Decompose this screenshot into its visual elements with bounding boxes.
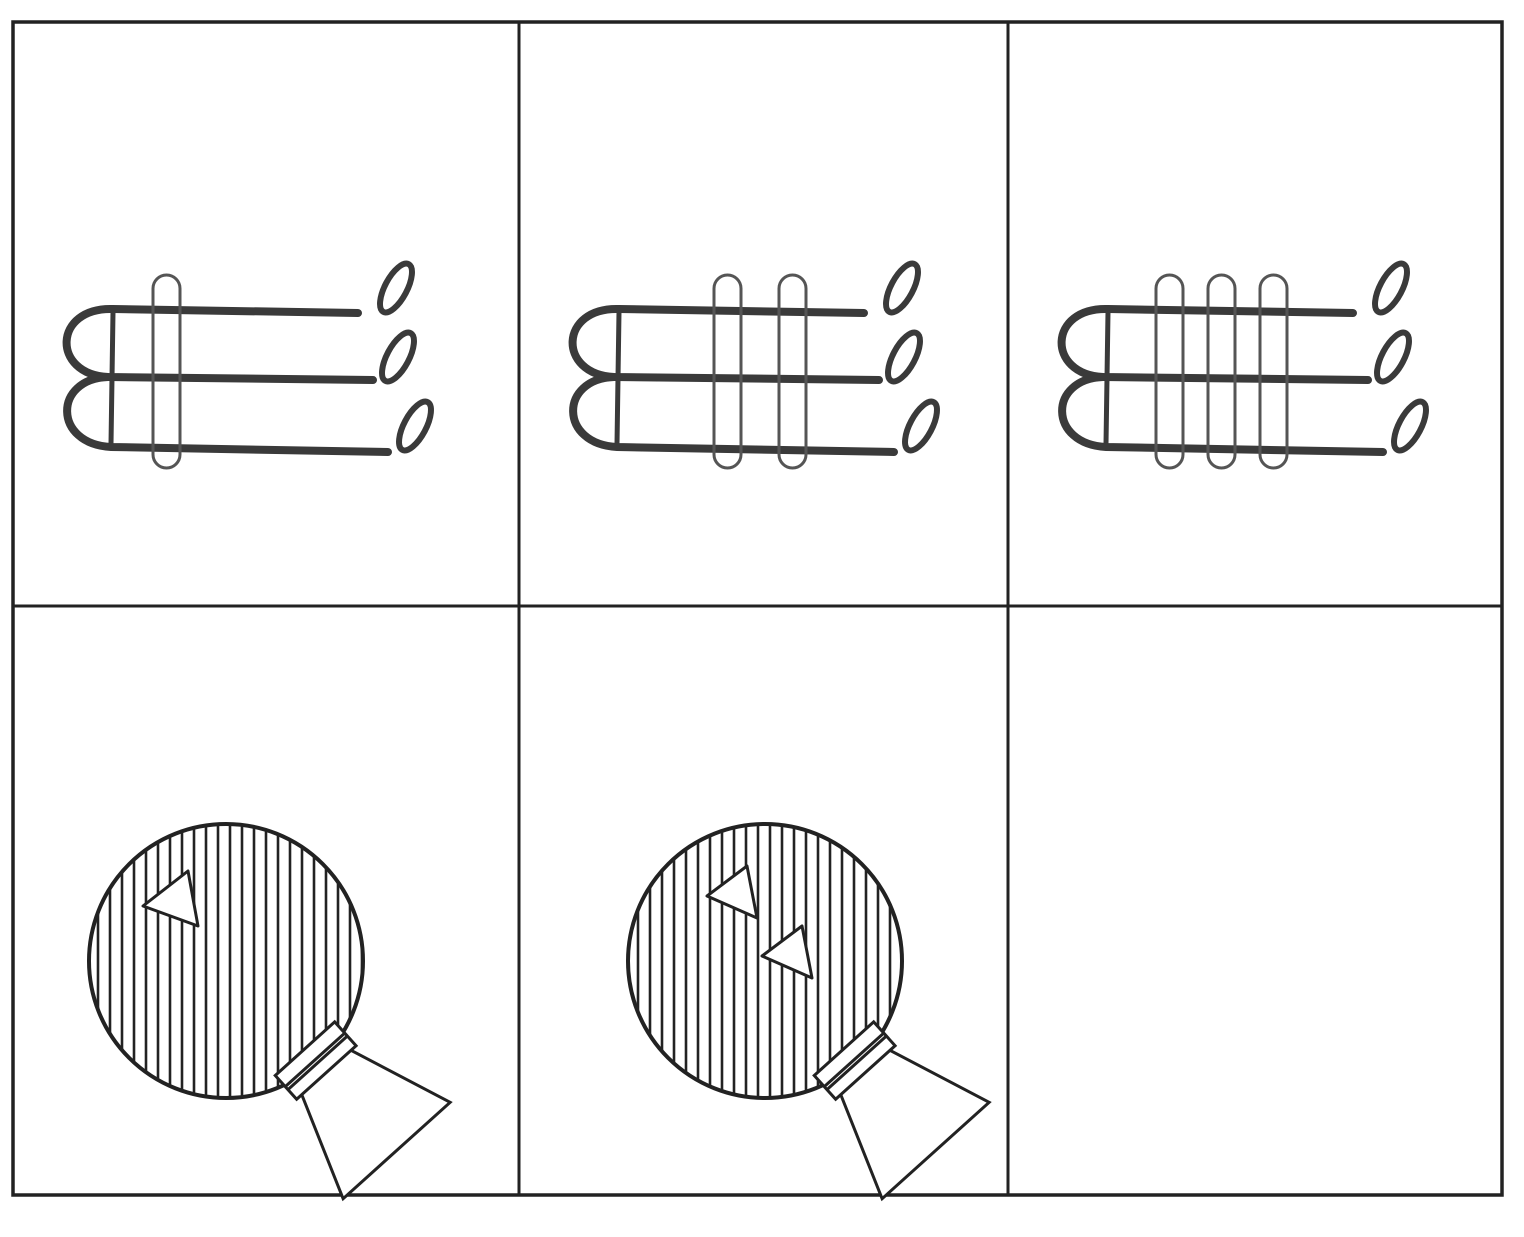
neck-band-line-1 (284, 1031, 346, 1088)
hairpin-lower-loop (1058, 373, 1387, 456)
ring-3 (1258, 273, 1289, 470)
hairpin-end-3 (902, 398, 940, 454)
rings (1154, 273, 1289, 470)
hairpin-end-1 (377, 260, 415, 316)
hairpin-figure-r1c3 (1057, 260, 1429, 470)
hairpin-end-2 (379, 329, 417, 385)
striped-ball (87, 822, 365, 1100)
hairpin-end-2 (885, 329, 923, 385)
triangle-1 (705, 864, 759, 920)
hairpin-end-1 (1372, 260, 1410, 316)
empty-answer-area (1012, 610, 1498, 1191)
hairpin-figure-r1c1 (62, 260, 434, 470)
rings (151, 273, 182, 470)
hairpin-inner-line (108, 309, 116, 447)
hairpin-ends (377, 260, 434, 454)
hairpin-wires (62, 304, 392, 456)
hairpin-ends (1372, 260, 1429, 454)
hairpin-end-1 (883, 260, 921, 316)
hairpin-inner-line (1103, 309, 1111, 447)
ring-1 (712, 273, 743, 470)
ring-2 (1206, 273, 1237, 470)
hairpin-lower-loop (569, 373, 898, 456)
neck-band-line-1 (823, 1031, 885, 1088)
hairpin-wires (568, 304, 898, 456)
grid-border (11, 20, 1504, 1197)
empty-answer-cell (1012, 610, 1498, 1191)
triangle-1 (141, 869, 200, 928)
hairpin-wires (1057, 304, 1387, 456)
ring-1 (1154, 273, 1185, 470)
neck-band-line-2 (286, 1034, 349, 1091)
ball-figure-r2c1 (87, 822, 453, 1202)
triangle-2 (760, 924, 814, 980)
rings (712, 273, 808, 470)
hairpin-ends (883, 260, 940, 454)
hairpin-end-3 (396, 398, 434, 454)
neck-band-line-2 (825, 1034, 888, 1091)
hairpin-inner-line (614, 309, 622, 447)
grid-lines (11, 20, 1504, 1197)
ring-1 (151, 273, 182, 470)
hairpin-end-3 (1391, 398, 1429, 454)
ring-2 (777, 273, 808, 470)
hairpin-end-2 (1374, 329, 1412, 385)
hairpin-figure-r1c2 (568, 260, 940, 470)
striped-ball (626, 822, 904, 1100)
ball-figure-r2c2 (626, 822, 992, 1202)
hairpin-lower-loop (63, 373, 392, 456)
